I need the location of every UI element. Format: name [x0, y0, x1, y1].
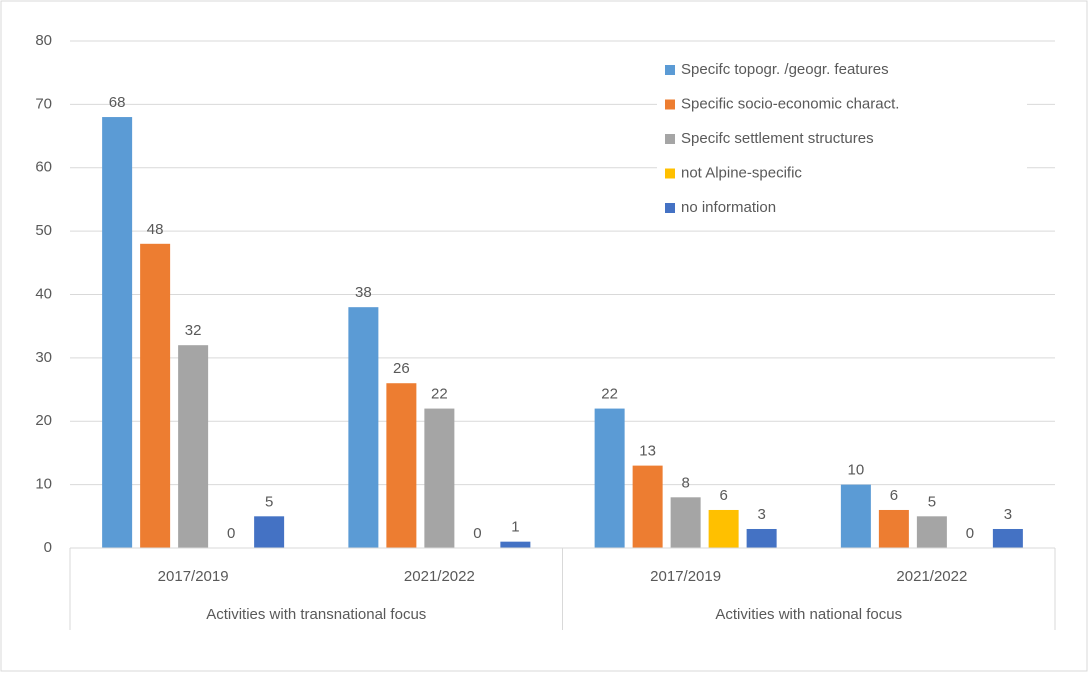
y-tick-label: 0 — [44, 539, 52, 556]
legend-label: Specific socio-economic charact. — [681, 95, 899, 112]
data-label: 22 — [431, 386, 448, 403]
data-label: 68 — [109, 94, 126, 111]
data-label: 0 — [473, 525, 481, 542]
y-tick-label: 60 — [35, 159, 52, 176]
x-tick-label: 2021/2022 — [404, 568, 475, 585]
bar — [102, 117, 133, 549]
legend-swatch — [665, 99, 675, 110]
y-tick-label: 40 — [35, 285, 52, 302]
data-label: 3 — [757, 506, 765, 523]
group-label: Activities with national focus — [715, 606, 902, 623]
bar — [140, 243, 171, 549]
bar — [500, 541, 531, 548]
bar — [386, 383, 417, 548]
data-label: 32 — [185, 322, 202, 339]
data-label: 1 — [511, 519, 519, 536]
y-tick-label: 70 — [35, 95, 52, 112]
data-label: 5 — [265, 493, 273, 510]
bar — [840, 484, 871, 548]
data-label: 6 — [890, 487, 898, 504]
bar — [424, 408, 455, 548]
data-label: 22 — [601, 386, 618, 403]
bar — [632, 465, 663, 548]
bar — [178, 345, 209, 548]
legend-label: no information — [681, 199, 776, 216]
legend-swatch — [665, 203, 675, 213]
data-label: 10 — [848, 462, 865, 479]
data-label: 0 — [966, 525, 974, 542]
data-label: 8 — [681, 474, 689, 491]
group-label: Activities with transnational focus — [206, 606, 426, 623]
bar — [746, 528, 777, 548]
y-tick-label: 50 — [35, 222, 52, 239]
bar — [916, 516, 947, 548]
x-tick-label: 2017/2019 — [158, 568, 229, 585]
y-tick-label: 10 — [35, 476, 52, 493]
data-label: 5 — [928, 493, 936, 510]
bar — [348, 307, 379, 548]
bar — [878, 509, 909, 548]
legend-label: Specifc topogr. /geogr. features — [681, 61, 889, 78]
data-label: 13 — [639, 443, 656, 460]
bar — [670, 497, 701, 548]
y-tick-label: 80 — [35, 32, 52, 49]
legend-swatch — [665, 134, 675, 144]
y-tick-label: 20 — [35, 412, 52, 429]
data-label: 38 — [355, 284, 372, 301]
bar — [708, 509, 739, 548]
data-label: 3 — [1004, 506, 1012, 523]
data-label: 6 — [719, 487, 727, 504]
y-tick-label: 30 — [35, 349, 52, 366]
data-label: 0 — [227, 525, 235, 542]
bar — [594, 408, 625, 548]
legend-label: not Alpine-specific — [681, 164, 802, 181]
bar — [254, 516, 285, 548]
legend-label: Specifc settlement structures — [681, 130, 874, 147]
x-tick-label: 2021/2022 — [896, 568, 967, 585]
legend-swatch — [665, 168, 675, 179]
data-label: 48 — [147, 221, 164, 238]
legend-swatch — [665, 65, 675, 75]
data-label: 26 — [393, 360, 410, 377]
bar — [992, 528, 1023, 548]
x-tick-label: 2017/2019 — [650, 568, 721, 585]
legend-background — [657, 53, 1027, 230]
